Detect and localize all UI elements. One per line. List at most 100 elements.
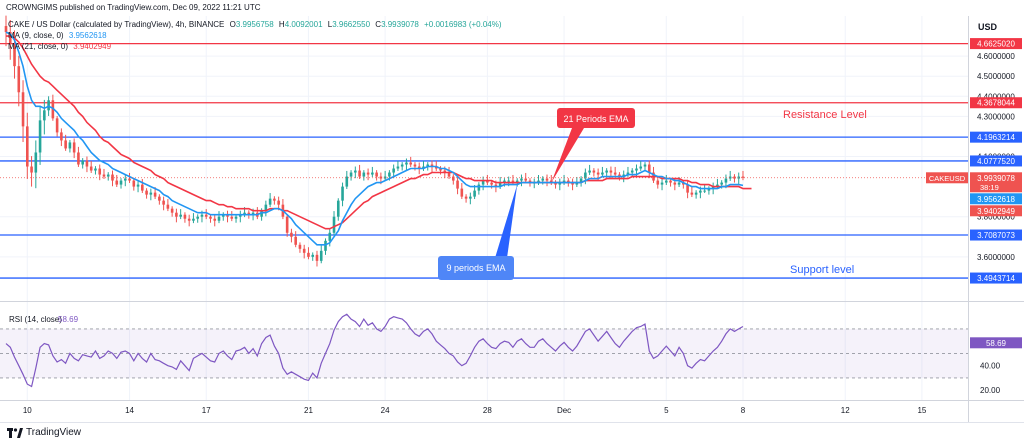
candle-body bbox=[494, 184, 498, 187]
candle-body bbox=[149, 192, 153, 195]
candle-body bbox=[507, 180, 510, 182]
candle-body bbox=[630, 170, 634, 173]
candle-body bbox=[549, 180, 553, 183]
publish-line: CROWNGIMS published on TradingView.com, … bbox=[6, 3, 261, 12]
candle-body bbox=[226, 214, 229, 217]
candle-body bbox=[311, 254, 315, 257]
candle-body bbox=[302, 248, 306, 253]
candle-body bbox=[635, 168, 638, 171]
candle-body bbox=[81, 160, 84, 165]
candle-body bbox=[443, 170, 447, 173]
rsi-label: RSI (14, close) bbox=[9, 315, 62, 324]
candle-body bbox=[639, 166, 643, 169]
candle-body bbox=[196, 216, 199, 219]
candle-body bbox=[166, 204, 170, 209]
candle-body bbox=[413, 164, 417, 167]
time-axis[interactable]: 10 14 17 21 24 28 Dec 5 8 12 15 bbox=[23, 406, 927, 415]
candle-body bbox=[183, 214, 187, 219]
level-label: 4.3678044 bbox=[977, 99, 1015, 108]
candle-body bbox=[439, 168, 442, 171]
level-label: 4.0777520 bbox=[977, 157, 1015, 166]
ema9-callout-box bbox=[438, 256, 514, 280]
symbol-line: CAKE / US Dollar (calculated by TradingV… bbox=[8, 20, 225, 29]
price-axis[interactable]: 4.60000004.50000004.40000004.30000004.10… bbox=[926, 38, 1022, 395]
candle-body bbox=[230, 216, 234, 219]
candle-body bbox=[379, 176, 383, 179]
candle-body bbox=[213, 218, 217, 221]
candle-body bbox=[575, 182, 579, 185]
ma21-label: MA (21, close, 0) bbox=[8, 42, 69, 51]
candle-body bbox=[239, 214, 242, 217]
candle-body bbox=[498, 182, 502, 187]
candle-body bbox=[336, 200, 340, 217]
candle-body bbox=[192, 218, 195, 221]
level-label: 3.4943714 bbox=[977, 274, 1015, 283]
candle-body bbox=[362, 172, 366, 177]
candle-body bbox=[119, 180, 123, 185]
x-tick-label: 17 bbox=[202, 406, 211, 415]
y-tick-label: 3.8000000 bbox=[977, 213, 1015, 222]
candle-body bbox=[170, 208, 174, 213]
candle-body bbox=[460, 188, 464, 197]
candle-body bbox=[89, 166, 93, 171]
candle-body bbox=[490, 182, 493, 185]
candle-body bbox=[690, 192, 694, 195]
ema9-line bbox=[5, 31, 744, 246]
candle-body bbox=[541, 178, 545, 181]
price-chart[interactable]: Resistance Level Support level 21 Periods … bbox=[0, 0, 1024, 422]
candle-body bbox=[609, 170, 613, 173]
candle-body bbox=[328, 232, 332, 241]
candle-body bbox=[426, 164, 430, 167]
candle-body bbox=[358, 170, 361, 177]
candle-body bbox=[469, 196, 472, 199]
candle-body bbox=[260, 210, 263, 217]
y-tick-label: 4.6000000 bbox=[977, 52, 1015, 61]
ema21-callout-label: 21 Periods EMA bbox=[563, 114, 628, 124]
candle-body bbox=[711, 186, 715, 189]
level-label: 3.7087073 bbox=[977, 231, 1015, 240]
candle-body bbox=[175, 212, 178, 217]
candle-body bbox=[34, 152, 38, 173]
level-label: 4.6625020 bbox=[977, 40, 1015, 49]
level-tag bbox=[970, 131, 1022, 143]
candle-body bbox=[456, 180, 459, 189]
candle-body bbox=[579, 178, 583, 183]
candle-body bbox=[47, 100, 50, 111]
candle-body bbox=[703, 190, 706, 192]
candle-body bbox=[682, 182, 685, 185]
rsi-legend-value: 58.69 bbox=[58, 315, 79, 324]
candle-body bbox=[102, 174, 106, 177]
candle-body bbox=[64, 140, 67, 149]
candle-body bbox=[13, 44, 16, 67]
candle-body bbox=[524, 178, 528, 181]
candle-body bbox=[315, 254, 319, 261]
candle-body bbox=[554, 182, 557, 185]
candle-body bbox=[622, 174, 625, 177]
ma-price-label: 3.9562618 bbox=[977, 195, 1015, 204]
x-tick-label: 8 bbox=[741, 406, 746, 415]
candle-body bbox=[268, 198, 272, 205]
candle-body bbox=[68, 142, 72, 149]
x-tick-label: 21 bbox=[304, 406, 313, 415]
candle-body bbox=[243, 212, 246, 215]
candle-body bbox=[94, 168, 97, 171]
rsi-value-label: 58.69 bbox=[986, 339, 1007, 348]
support-label: Support level bbox=[790, 264, 854, 276]
y-tick-label: 3.6000000 bbox=[977, 253, 1015, 262]
candle-body bbox=[515, 180, 519, 183]
level-tag bbox=[970, 155, 1022, 167]
candle-body bbox=[324, 240, 327, 251]
candle-body bbox=[643, 164, 647, 167]
candle-body bbox=[520, 178, 523, 181]
candle-body bbox=[21, 92, 25, 127]
candle-body bbox=[371, 172, 374, 175]
candle-body bbox=[72, 142, 76, 153]
moving-averages bbox=[0, 31, 968, 246]
candle-body bbox=[481, 180, 485, 185]
candle-body bbox=[626, 172, 630, 175]
candle-body bbox=[528, 180, 532, 183]
legend-ma21-row[interactable]: MA (21, close, 0) 3.9402949 bbox=[8, 41, 502, 52]
candle-body bbox=[162, 200, 165, 205]
legend-ma9-row[interactable]: MA (9, close, 0) 3.9562618 bbox=[8, 30, 502, 41]
candle-body bbox=[85, 160, 89, 167]
